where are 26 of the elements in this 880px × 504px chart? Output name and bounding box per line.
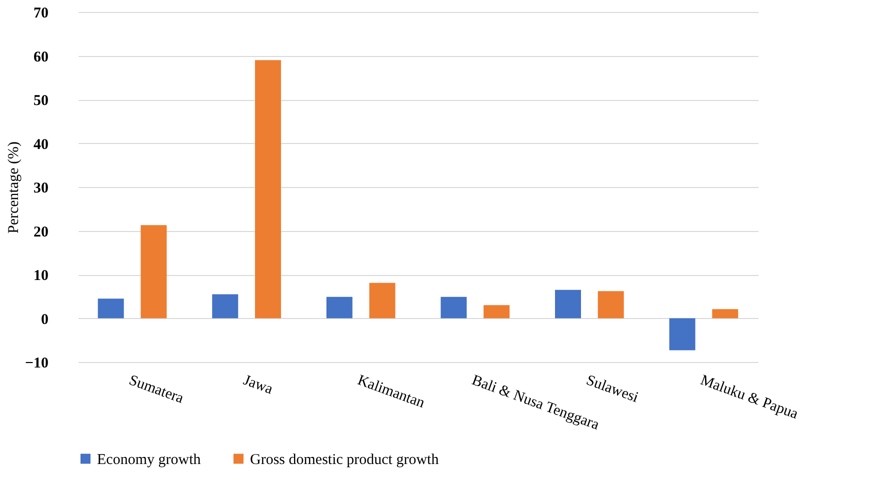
y-tick-label: 0 — [41, 312, 48, 328]
bar — [369, 282, 396, 318]
bar — [212, 294, 238, 318]
y-tick-label: 70 — [34, 6, 48, 22]
y-axis-title: Percentage (%) — [6, 141, 22, 234]
y-tick-label: 40 — [34, 136, 48, 153]
y-tick-label: −10 — [24, 356, 48, 372]
bar — [440, 296, 467, 318]
y-tick-label: 30 — [34, 180, 48, 196]
y-tick-label: 50 — [34, 93, 48, 109]
bar — [255, 60, 281, 318]
bar — [555, 290, 581, 318]
y-tick-label: 10 — [34, 268, 48, 284]
bar — [598, 291, 624, 318]
bar — [140, 225, 167, 318]
x-tick-label: Jawa — [241, 372, 276, 398]
legend-label: Economy growth — [97, 452, 202, 468]
x-tick-label: Maluku & Papua — [698, 372, 800, 423]
y-tick-label: 20 — [34, 224, 48, 240]
bar — [669, 318, 696, 350]
legend-label: Gross domestic product growth — [250, 452, 440, 468]
y-tick-label: 60 — [34, 49, 48, 66]
bar — [98, 298, 124, 318]
bar — [326, 296, 352, 318]
bar — [484, 305, 510, 318]
bar — [712, 309, 738, 318]
